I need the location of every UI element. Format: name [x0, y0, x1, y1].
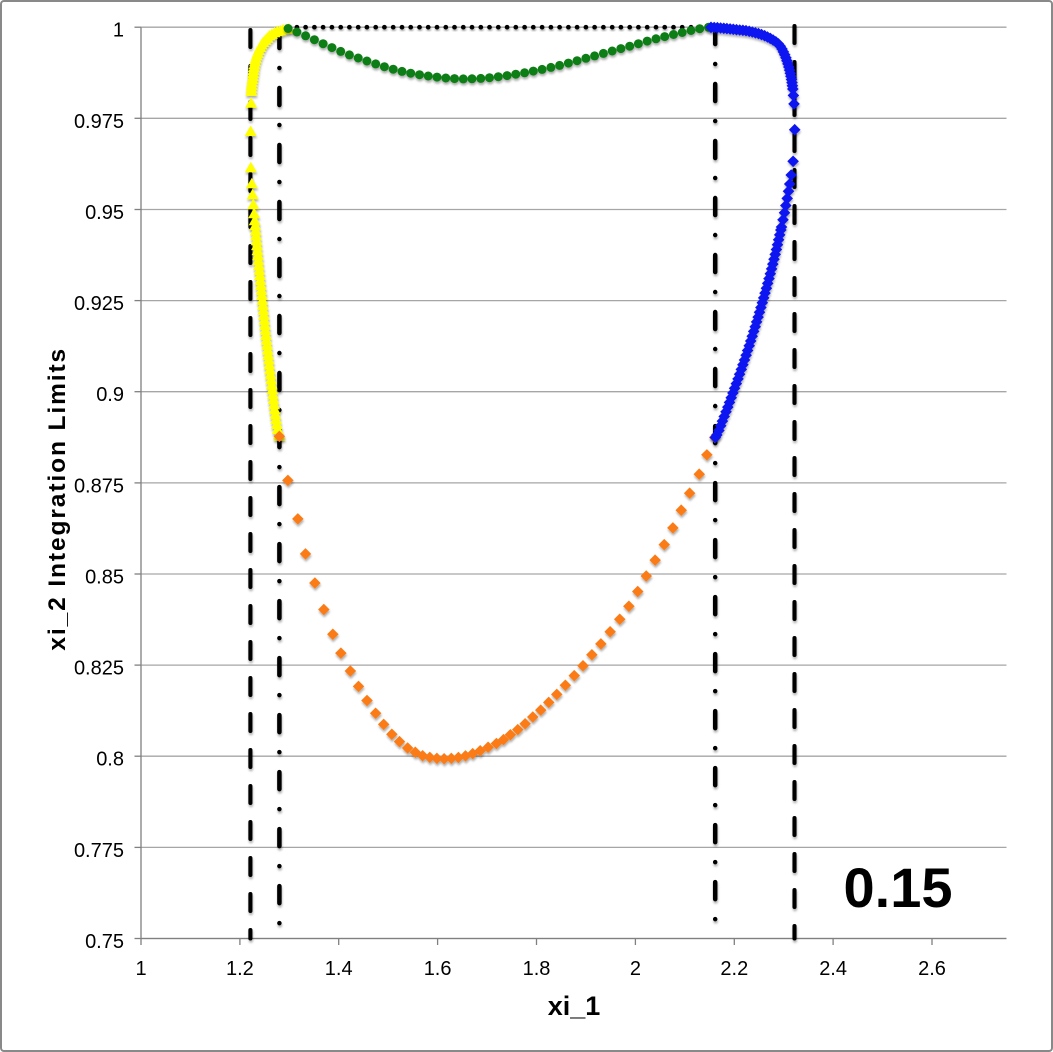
svg-text:0.95: 0.95: [85, 202, 124, 224]
svg-text:1: 1: [113, 20, 124, 42]
svg-text:xi_2 Integration Limits: xi_2 Integration Limits: [44, 347, 71, 651]
svg-text:0.85: 0.85: [85, 567, 124, 589]
svg-text:1.6: 1.6: [424, 958, 452, 980]
svg-text:0.8: 0.8: [96, 749, 124, 771]
svg-text:0.925: 0.925: [74, 293, 124, 315]
svg-text:0.975: 0.975: [74, 111, 124, 133]
svg-text:2.6: 2.6: [918, 958, 946, 980]
svg-text:2: 2: [630, 958, 641, 980]
svg-text:0.75: 0.75: [85, 931, 124, 953]
svg-text:0.875: 0.875: [74, 475, 124, 497]
svg-text:1.4: 1.4: [325, 958, 353, 980]
svg-text:1.2: 1.2: [226, 958, 254, 980]
svg-text:xi_1: xi_1: [548, 991, 601, 1021]
svg-text:2.2: 2.2: [720, 958, 748, 980]
svg-text:0.775: 0.775: [74, 840, 124, 862]
svg-text:2.4: 2.4: [819, 958, 847, 980]
svg-text:0.15: 0.15: [844, 856, 953, 919]
svg-text:0.825: 0.825: [74, 658, 124, 680]
svg-text:0.9: 0.9: [96, 384, 124, 406]
svg-text:1.8: 1.8: [523, 958, 551, 980]
svg-text:1: 1: [135, 958, 146, 980]
